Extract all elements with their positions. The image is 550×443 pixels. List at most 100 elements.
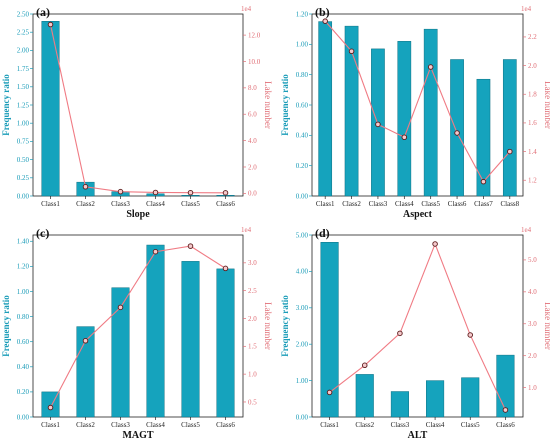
x-tick-label: Class3 (369, 200, 388, 208)
x-tick-label: Class6 (496, 421, 515, 429)
y2-exponent-label: 1e4 (241, 226, 252, 234)
lake-number-point (117, 304, 124, 311)
lake-number-point (222, 265, 229, 272)
y-tick-label: 1.50 (17, 83, 30, 91)
y-tick-label: 1.00 (296, 41, 309, 49)
bar-class6 (450, 59, 464, 197)
bar-class4 (397, 41, 412, 197)
x-tick-label: Class6 (216, 200, 235, 208)
chart-panel-1: 0.00 0.25 0.50 0.75 1.00 1.25 1.50 1.75 2.00 2.25… (1, 5, 273, 220)
y-axis-title: Frequency ratio (280, 295, 290, 357)
lake-number-point (348, 48, 355, 55)
x-tick-label: Class4 (426, 421, 445, 429)
x-tick-label: Class4 (146, 200, 165, 208)
bar-class4 (426, 380, 445, 418)
y-tick-label: 0.80 (17, 313, 30, 321)
lake-number-point (152, 189, 159, 196)
y-tick-label: 0.20 (296, 162, 309, 170)
plot-frame (311, 13, 524, 197)
y2-tick-label: 2.0 (248, 315, 257, 323)
lake-number-point (375, 121, 381, 128)
x-axis-title: ALT (408, 430, 428, 441)
x-tick-label: Class1 (320, 421, 339, 429)
bar-class6 (216, 268, 235, 418)
y-tick-label: 0.00 (17, 413, 30, 421)
lake-number-point (222, 190, 229, 196)
y2-tick-label: 2.0 (528, 352, 537, 360)
y-axis-title: Frequency ratio (280, 74, 290, 136)
lake-number-point (152, 248, 159, 255)
lake-number-point (82, 337, 89, 344)
y2-axis-title: Lake number (543, 81, 550, 129)
lake-number-point (322, 18, 328, 24)
lake-number-point (454, 130, 460, 136)
y-tick-label: 1.75 (17, 65, 30, 73)
y2-axis-title: Lake number (543, 302, 550, 350)
y2-exponent-label: 1e4 (521, 5, 532, 13)
lake-number-line (50, 245, 226, 408)
y-tick-label: 1.20 (296, 10, 309, 18)
x-tick-label: Class8 (500, 200, 519, 208)
lake-number-point (82, 184, 89, 190)
x-tick-label: Class3 (111, 421, 130, 429)
x-tick-label: Class2 (76, 421, 95, 429)
y2-tick-label: 1.0 (528, 384, 537, 392)
x-tick-label: Class7 (474, 200, 493, 208)
y-axis-title: Frequency ratio (1, 295, 11, 357)
lake-number-point (480, 178, 487, 185)
panel-label: (c) (36, 226, 49, 240)
panel-label: (a) (36, 5, 50, 19)
x-tick-label: Class5 (181, 200, 200, 208)
x-tick-label: Class3 (391, 421, 410, 429)
x-tick-label: Class3 (111, 200, 130, 208)
y-tick-label: 0.20 (17, 388, 30, 396)
y-tick-label: 0.75 (17, 138, 30, 146)
y-tick-label: 0.00 (17, 192, 30, 200)
x-tick-label: Class5 (461, 421, 480, 429)
x-tick-label: Class2 (76, 200, 95, 208)
y-tick-label: 0.80 (296, 71, 309, 79)
lake-number-point (502, 407, 509, 413)
x-axis-title: Aspect (403, 209, 433, 220)
bar-class7 (476, 78, 491, 197)
bar-class5 (461, 377, 480, 418)
y2-tick-label: 1.5 (248, 343, 257, 351)
lake-number-point (187, 189, 194, 196)
y2-exponent-label: 1e4 (241, 5, 252, 13)
x-tick-label: Class2 (342, 200, 361, 208)
bar-class3 (390, 391, 409, 418)
bar-class1 (41, 21, 60, 197)
y2-tick-label: 2.5 (248, 287, 257, 295)
y-tick-label: 1.00 (17, 288, 30, 296)
y-axis-title: Frequency ratio (1, 74, 11, 136)
y-tick-label: 1.00 (296, 377, 309, 385)
y2-tick-label: 1.0 (248, 370, 257, 378)
x-tick-label: Class1 (316, 200, 335, 208)
y-tick-label: 0.60 (17, 338, 30, 346)
y-tick-label: 0.50 (17, 156, 30, 164)
y2-tick-label: 10.0 (248, 58, 261, 66)
lake-number-point (47, 404, 54, 411)
lake-number-point (326, 389, 333, 396)
y2-tick-label: 1.2 (528, 177, 537, 185)
y-tick-label: 3.00 (296, 304, 309, 312)
bar-class5 (181, 261, 200, 418)
x-tick-label: Class5 (181, 421, 200, 429)
lake-number-point (432, 241, 438, 247)
y2-exponent-label: 1e4 (521, 226, 532, 234)
x-tick-label: Class1 (41, 421, 60, 429)
y-tick-label: 1.40 (17, 238, 30, 246)
y2-tick-label: 2.2 (528, 33, 537, 41)
y2-tick-label: 5.0 (528, 256, 537, 264)
lake-number-point (467, 332, 474, 338)
chart-panel-2: 0.00 0.20 0.40 0.60 0.80 1.00 1.20 1.2 1.4 1.6 1.8… (280, 5, 550, 220)
y2-tick-label: 4.0 (528, 288, 537, 296)
lake-number-point (427, 64, 434, 70)
lake-number-point (187, 243, 194, 249)
bar-class5 (423, 28, 438, 197)
y2-axis-title: Lake number (263, 302, 273, 350)
bar-class2 (355, 374, 374, 418)
lake-number-line (329, 242, 506, 411)
lake-number-point (362, 362, 368, 369)
